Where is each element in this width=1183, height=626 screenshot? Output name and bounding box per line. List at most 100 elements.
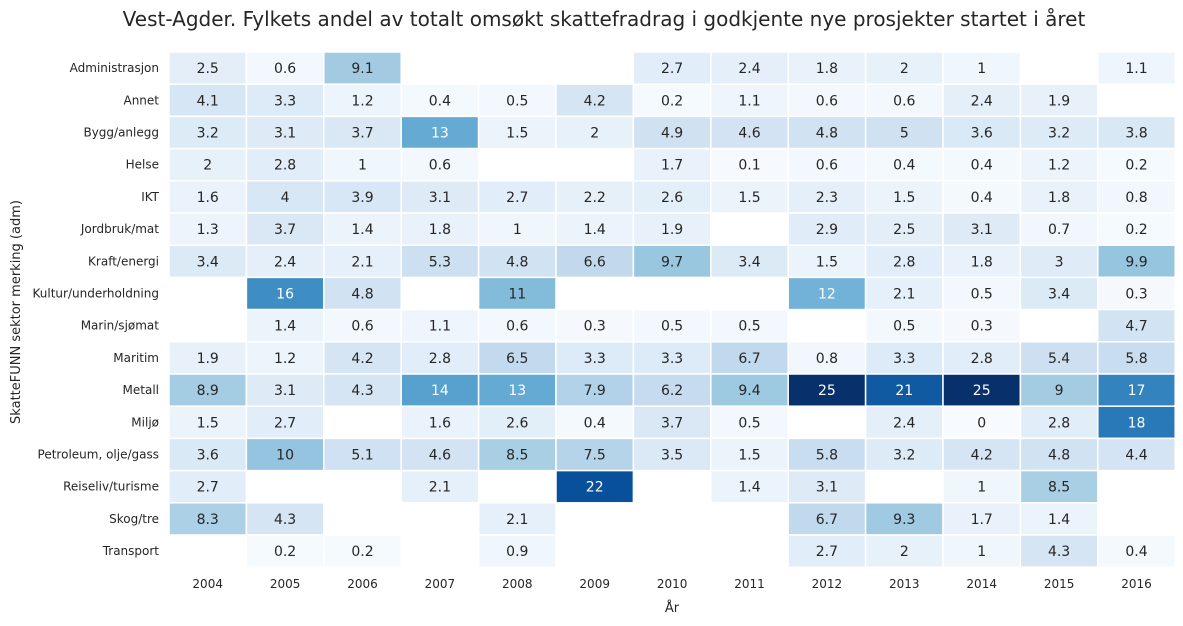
x-axis-label: År [665, 600, 680, 616]
cell-value-label: 1.4 [738, 480, 760, 496]
heatmap-cell [477, 534, 557, 568]
heatmap-cell [787, 212, 867, 246]
heatmap-cell [400, 341, 480, 375]
cell-value-label: 4.4 [1125, 448, 1147, 464]
cell-value-label: 4.9 [661, 126, 683, 142]
cell-value-label: 2.8 [274, 158, 296, 174]
cell-value-label: 2.8 [1048, 415, 1070, 431]
cell-value-label: 9.9 [1125, 254, 1147, 270]
cell-value-label: 3.6 [197, 448, 219, 464]
heatmap-cell [632, 308, 712, 343]
cell-value-label: 0.2 [1125, 222, 1147, 238]
cell-value-label: 3.1 [971, 222, 993, 238]
cell-value-label: 2.7 [274, 415, 296, 431]
cell-value-label: 4.2 [584, 93, 606, 109]
cell-value-label: 0.4 [971, 158, 993, 174]
heatmap-cell [1019, 469, 1099, 504]
heatmap-cell [245, 534, 325, 568]
heatmap-cell [555, 212, 635, 246]
heatmap-cell [864, 83, 944, 118]
cell-value-label: 3.1 [816, 480, 838, 496]
cell-value-label: 2.9 [816, 222, 838, 238]
cell-value-label: 0.2 [351, 544, 373, 560]
cell-value-label: 0.5 [661, 319, 683, 335]
heatmap-cell [1097, 373, 1176, 407]
cell-value-label: 3.4 [1048, 287, 1070, 303]
cell-value-label: 4.6 [429, 448, 451, 464]
heatmap-cell [168, 405, 248, 440]
cell-value-label: 1.3 [197, 222, 219, 238]
cell-value-label: 17 [1128, 383, 1146, 399]
heatmap-cell [555, 373, 635, 407]
cell-value-label: 1.2 [274, 351, 296, 367]
cell-value-label: 1.1 [429, 319, 451, 335]
cell-value-label: 3.3 [584, 351, 606, 367]
heatmap-cell [555, 180, 635, 214]
heatmap-cell [632, 373, 712, 407]
heatmap-cell [1097, 244, 1176, 279]
cell-value-label: 6.7 [738, 351, 760, 367]
column-tick-label: 2015 [1044, 577, 1075, 591]
heatmap-cell [245, 180, 325, 214]
heatmap-cell [400, 180, 480, 214]
cell-value-label: 2.5 [893, 222, 915, 238]
column-tick-label: 2010 [657, 577, 688, 591]
cell-value-label: 2.7 [661, 61, 683, 77]
heatmap-cell [555, 244, 635, 279]
column-tick-label: 2014 [966, 577, 997, 591]
cell-value-label: 1.5 [197, 415, 219, 431]
cell-value-label: 5.4 [1048, 351, 1070, 367]
heatmap-cell [477, 405, 557, 440]
heatmap-cell [942, 51, 1022, 85]
cell-value-label: 3.2 [893, 448, 915, 464]
heatmap-cell [1019, 373, 1099, 407]
cell-value-label: 11 [508, 287, 526, 303]
heatmap-cell [942, 244, 1022, 279]
cell-value-label: 2.6 [661, 190, 683, 206]
heatmap-cell [1097, 276, 1176, 311]
row-tick-label: Transport [102, 544, 160, 558]
column-labels: 2004 2005 2006 2007 2008 2009 2010 2011 2012 2013… [192, 577, 1151, 591]
heatmap-cell [1097, 212, 1176, 246]
heatmap-cell [942, 341, 1022, 375]
column-tick-label: 2011 [734, 577, 765, 591]
heatmap-cell [632, 212, 712, 246]
cell-value-label: 4.7 [1125, 319, 1147, 335]
heatmap-cell [710, 373, 789, 407]
row-tick-label: Petroleum, olje/gass [38, 448, 159, 462]
cell-value-label: 0.6 [506, 319, 528, 335]
cell-value-label: 2.8 [429, 351, 451, 367]
cell-value-label: 2.1 [893, 287, 915, 303]
heatmap-cell [864, 437, 944, 472]
cell-value-label: 5.8 [816, 448, 838, 464]
cell-value-label: 1.4 [584, 222, 606, 238]
cell-value-label: 5.3 [429, 254, 451, 270]
heatmap-cell [1097, 147, 1176, 182]
row-tick-label: Kultur/underholdning [33, 287, 160, 301]
cell-value-label: 2 [900, 61, 909, 77]
heatmap-cell [477, 244, 557, 279]
heatmap-cell [942, 437, 1022, 472]
heatmap-cell [323, 212, 402, 246]
heatmap-cell [477, 308, 557, 343]
heatmap-cell [864, 308, 944, 343]
cell-value-label: 9 [1055, 383, 1064, 399]
cell-value-label: 1.4 [274, 319, 296, 335]
cell-value-label: 2.4 [893, 415, 915, 431]
cell-value-label: 1 [358, 158, 367, 174]
cell-value-label: 7.5 [584, 448, 606, 464]
cell-value-label: 0.5 [738, 415, 760, 431]
heatmap-cell [942, 180, 1022, 214]
heatmap-cell [477, 437, 557, 472]
cell-value-label: 0.4 [971, 190, 993, 206]
heatmap-cell [787, 244, 867, 279]
heatmap-cell [245, 405, 325, 440]
heatmap-cell [168, 341, 248, 375]
heatmap-cell [710, 469, 789, 504]
cell-value-label: 3.7 [274, 222, 296, 238]
row-tick-label: Metall [123, 383, 159, 397]
cell-value-label: 22 [586, 480, 604, 496]
heatmap-cell [323, 180, 402, 214]
heatmap-cell [942, 212, 1022, 246]
cell-value-label: 1.5 [816, 254, 838, 270]
